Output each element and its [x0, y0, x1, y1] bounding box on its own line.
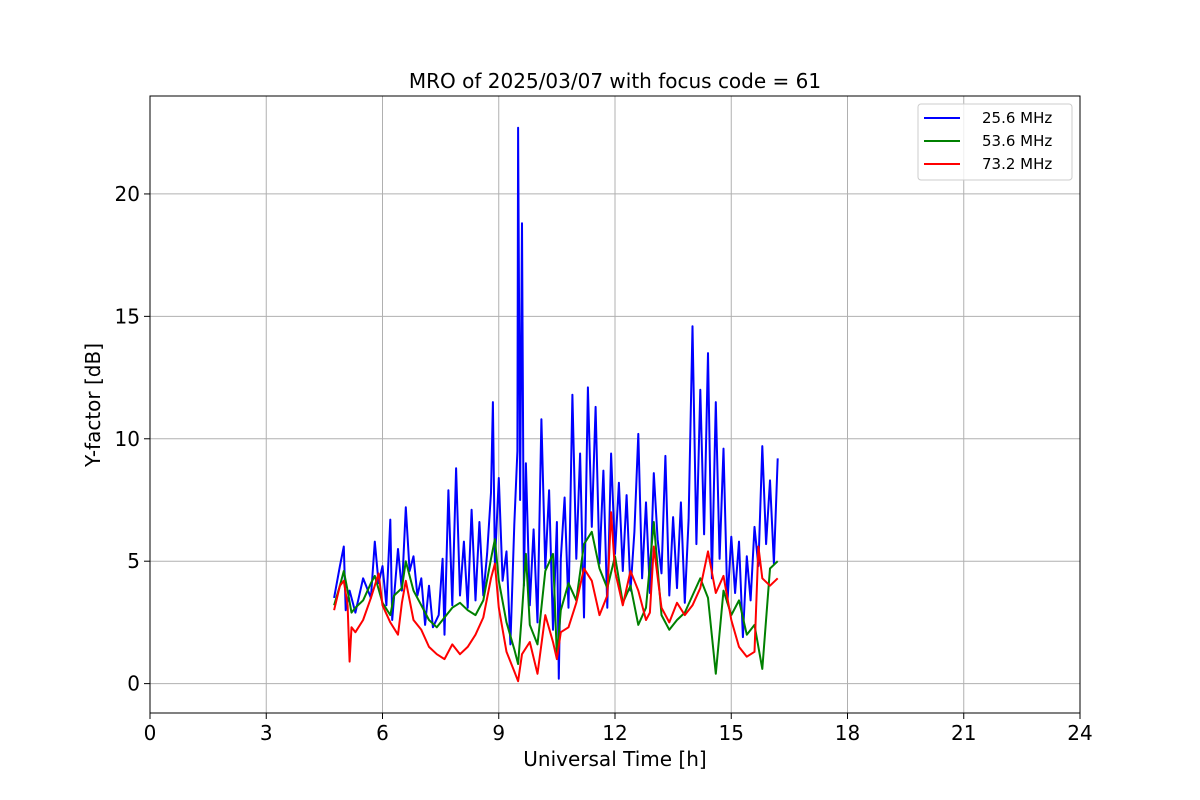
y-tick-label: 10: [115, 427, 140, 451]
legend-label-2: 73.2 MHz: [982, 155, 1052, 173]
y-axis-label: Y-factor [dB]: [81, 343, 105, 468]
y-tick-label: 5: [127, 549, 140, 573]
x-tick-label: 18: [835, 721, 860, 745]
x-axis-label: Universal Time [h]: [523, 747, 706, 771]
x-tick-label: 0: [144, 721, 157, 745]
x-tick-label: 15: [719, 721, 744, 745]
x-tick-label: 24: [1067, 721, 1092, 745]
chart-title: MRO of 2025/03/07 with focus code = 61: [409, 69, 821, 93]
x-tick-label: 6: [376, 721, 389, 745]
series-layer: [333, 126, 779, 683]
x-tick-label: 12: [602, 721, 627, 745]
legend-box: [917, 103, 1073, 181]
x-axis: 0 3 6 9 12 15 18 21 24: [144, 713, 1093, 745]
y-axis: 0 5 10 15 20: [115, 182, 150, 696]
y-tick-label: 20: [115, 182, 140, 206]
y-tick-label: 15: [115, 304, 140, 328]
x-tick-label: 3: [260, 721, 273, 745]
x-tick-label: 9: [492, 721, 505, 745]
series-line-2: [333, 511, 779, 683]
x-tick-label: 21: [951, 721, 976, 745]
legend: 25.6 MHz 53.6 MHz 73.2 MHz: [917, 103, 1073, 181]
series-line-1: [333, 521, 779, 675]
y-tick-label: 0: [127, 672, 140, 696]
legend-label-1: 53.6 MHz: [982, 132, 1052, 150]
legend-label-0: 25.6 MHz: [982, 109, 1052, 127]
series-line-0: [333, 126, 779, 680]
